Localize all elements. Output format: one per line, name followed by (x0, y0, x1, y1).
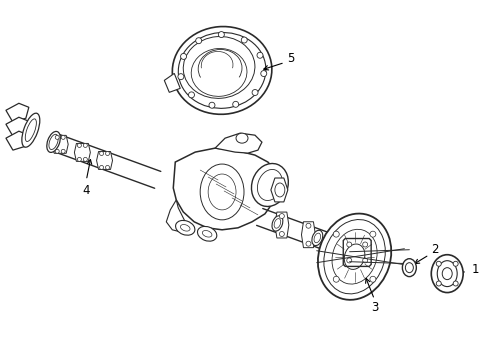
Ellipse shape (47, 131, 60, 152)
Ellipse shape (55, 149, 59, 153)
Ellipse shape (195, 38, 201, 44)
Text: 3: 3 (370, 301, 377, 314)
Ellipse shape (305, 241, 310, 246)
Polygon shape (301, 222, 315, 248)
Polygon shape (96, 152, 112, 170)
Ellipse shape (55, 135, 59, 139)
Ellipse shape (178, 74, 183, 80)
Ellipse shape (362, 242, 367, 247)
Ellipse shape (77, 157, 81, 161)
Ellipse shape (305, 223, 310, 228)
Text: 4: 4 (82, 184, 90, 197)
Polygon shape (6, 131, 29, 150)
Ellipse shape (22, 113, 40, 147)
Ellipse shape (208, 102, 215, 108)
Ellipse shape (197, 226, 216, 241)
Polygon shape (274, 212, 288, 238)
Ellipse shape (241, 37, 247, 43)
Ellipse shape (435, 281, 440, 286)
Polygon shape (343, 239, 370, 266)
Ellipse shape (452, 281, 457, 286)
Text: 1: 1 (470, 263, 478, 276)
Ellipse shape (232, 102, 238, 107)
Polygon shape (215, 133, 262, 153)
Ellipse shape (362, 258, 367, 263)
Ellipse shape (346, 258, 351, 263)
Ellipse shape (435, 261, 440, 266)
Ellipse shape (369, 276, 375, 282)
Polygon shape (6, 103, 29, 122)
Text: 2: 2 (430, 243, 438, 256)
Ellipse shape (333, 231, 339, 237)
Ellipse shape (279, 213, 284, 219)
Ellipse shape (77, 143, 81, 148)
Ellipse shape (105, 152, 109, 156)
Ellipse shape (100, 166, 103, 170)
Ellipse shape (271, 216, 282, 231)
Polygon shape (164, 73, 180, 92)
Ellipse shape (172, 27, 271, 114)
Ellipse shape (178, 32, 265, 108)
Ellipse shape (402, 259, 415, 276)
Ellipse shape (257, 52, 263, 58)
Ellipse shape (311, 230, 322, 246)
Ellipse shape (251, 90, 258, 95)
Ellipse shape (105, 166, 109, 170)
Ellipse shape (452, 261, 457, 266)
Text: 5: 5 (286, 52, 294, 65)
Ellipse shape (61, 149, 65, 153)
Polygon shape (173, 148, 279, 230)
Ellipse shape (279, 231, 284, 237)
Polygon shape (6, 117, 29, 136)
Ellipse shape (218, 32, 224, 37)
Ellipse shape (175, 220, 195, 235)
Ellipse shape (369, 231, 375, 237)
Ellipse shape (83, 157, 87, 161)
Ellipse shape (83, 143, 87, 148)
Polygon shape (74, 143, 90, 161)
Ellipse shape (236, 133, 247, 143)
Ellipse shape (317, 213, 390, 300)
Ellipse shape (61, 135, 65, 139)
Ellipse shape (251, 163, 288, 207)
Ellipse shape (260, 71, 266, 77)
Ellipse shape (346, 242, 351, 247)
Ellipse shape (100, 152, 103, 156)
Polygon shape (166, 200, 188, 232)
Polygon shape (52, 135, 68, 153)
Ellipse shape (333, 276, 339, 282)
Ellipse shape (430, 255, 462, 293)
Ellipse shape (188, 92, 194, 98)
Ellipse shape (180, 53, 186, 59)
Polygon shape (270, 178, 287, 202)
